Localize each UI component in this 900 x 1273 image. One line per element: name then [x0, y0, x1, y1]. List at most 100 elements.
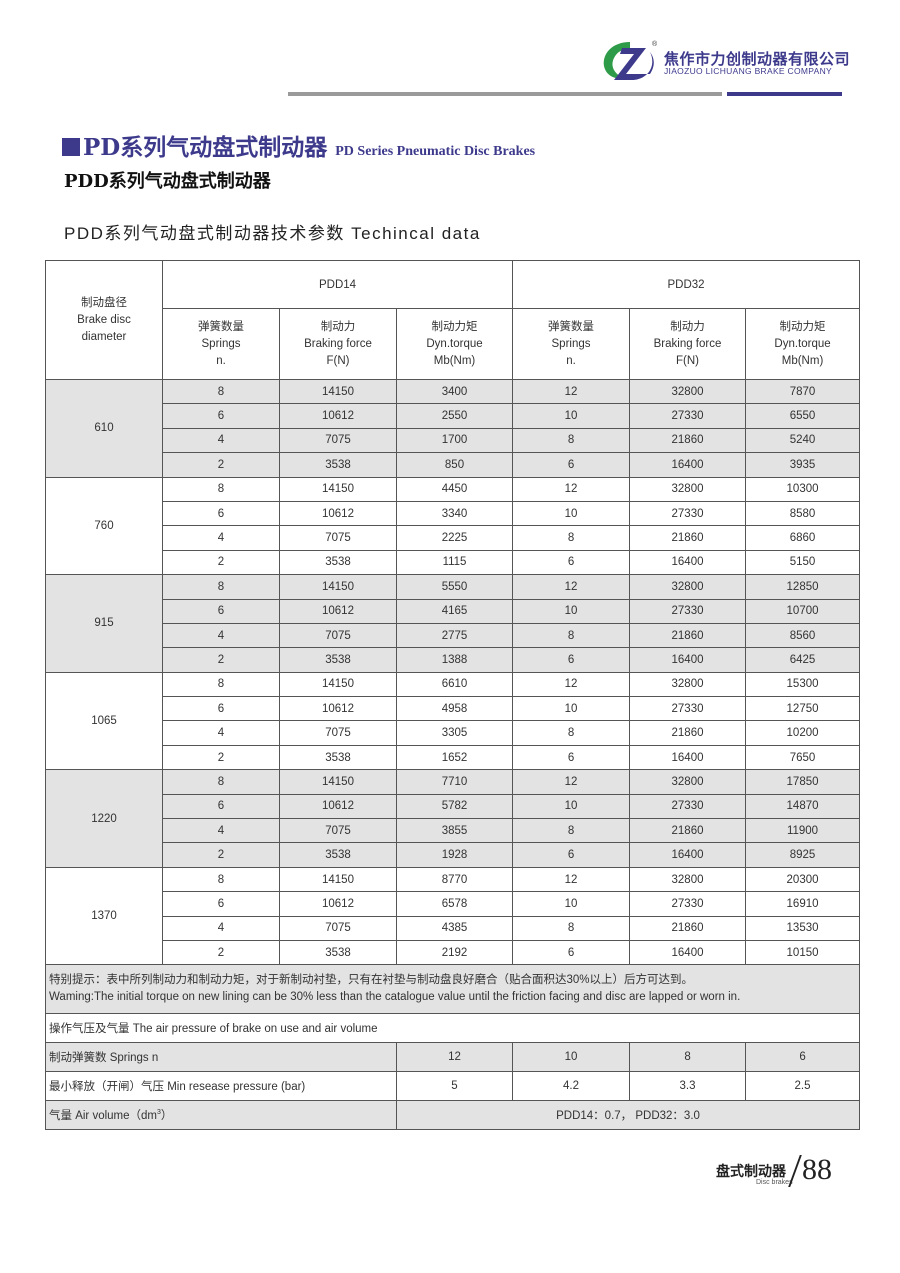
data-cell: 7075 [279, 622, 397, 649]
data-cell: 2 [162, 549, 280, 576]
data-cell: 11900 [745, 818, 861, 844]
data-cell: 4 [162, 818, 280, 844]
data-cell: 8 [512, 915, 631, 941]
footer-slash [788, 1155, 802, 1187]
table-row: 6 10612 2550 10 27330 6550 [46, 403, 861, 429]
square-bullet-icon [62, 138, 80, 156]
data-cell: 10612 [279, 500, 397, 527]
data-cell: 10612 [279, 891, 397, 917]
column-header: 制动力矩 Dyn.torque Mb(Nm) [745, 308, 861, 380]
data-cell: 16400 [629, 842, 747, 868]
data-cell: 4958 [395, 696, 514, 722]
logo-mark-icon: ® [603, 40, 658, 80]
pressure-value: 4.2 [512, 1071, 631, 1102]
data-cell: 2 [162, 939, 280, 966]
header-text: n. [216, 354, 226, 367]
data-cell: 16400 [629, 939, 747, 966]
data-cell: 4450 [395, 476, 514, 502]
data-cell: 32800 [629, 476, 747, 502]
data-cell: 3935 [745, 452, 861, 478]
label-text: 气量 Air volume（dm [49, 1110, 157, 1123]
pressure-value: 3.3 [629, 1071, 747, 1102]
data-cell: 32800 [629, 671, 747, 698]
table-row: 4 7075 3855 8 21860 11900 [46, 818, 861, 844]
data-cell: 32800 [629, 866, 747, 893]
table-row: 760 8 14150 4450 12 32800 10300 [45, 476, 861, 576]
data-cell: 27330 [629, 793, 747, 820]
data-cell: 4 [162, 427, 280, 454]
table-row: 4 7075 2225 8 21860 6860 [46, 525, 861, 551]
data-cell: 5150 [745, 549, 861, 576]
data-cell: 6578 [395, 891, 514, 917]
diameter-cell: 760 [45, 476, 163, 576]
data-cell: 6 [512, 549, 631, 576]
header-text: Springs [551, 337, 591, 350]
series-title-en: PD Series Pneumatic Disc Brakes [335, 144, 536, 159]
footer-section-cn: 盘式制动器 [716, 1163, 786, 1179]
springs-value: 10 [512, 1042, 631, 1073]
data-cell: 8770 [395, 866, 514, 893]
data-cell: 3538 [279, 744, 397, 771]
table-row: 2 3538 1115 6 16400 5150 [46, 549, 861, 576]
data-cell: 8 [162, 866, 280, 893]
data-cell: 7650 [745, 744, 861, 771]
data-cell: 7710 [395, 769, 514, 795]
diameter-header: 制动盘径 Brake disc diameter [45, 260, 163, 380]
table-row: 6 10612 4165 10 27330 10700 [46, 598, 861, 624]
data-cell: 8 [162, 671, 280, 698]
data-cell: 6 [162, 500, 280, 527]
diameter-cell: 610 [45, 379, 163, 478]
header-text: 弹簧数量 [548, 320, 595, 333]
data-cell: 1388 [395, 647, 514, 673]
data-cell: 3538 [279, 939, 397, 966]
data-cell: 8580 [745, 500, 861, 527]
data-cell: 2550 [395, 403, 514, 429]
data-cell: 12 [512, 476, 631, 502]
data-cell: 3340 [395, 500, 514, 527]
data-cell: 6 [162, 696, 280, 722]
data-cell: 2225 [395, 525, 514, 551]
data-cell: 3855 [395, 818, 514, 844]
data-cell: 10300 [745, 476, 861, 502]
air-volume-value: PDD14：0.7， PDD32：3.0 [395, 1100, 861, 1131]
data-cell: 6610 [395, 671, 514, 698]
column-header: 弹簧数量 Springs n. [512, 308, 631, 380]
diameter-cell: 1220 [45, 769, 163, 868]
header-text: Dyn.torque [426, 337, 483, 350]
data-cell: 2775 [395, 622, 514, 649]
data-cell: 17850 [745, 769, 861, 795]
data-cell: 6 [512, 452, 631, 478]
data-cell: 16910 [745, 891, 861, 917]
data-cell: 21860 [629, 525, 747, 551]
header-text: n. [566, 354, 576, 367]
table-row: 915 8 14150 5550 12 32800 12850 [45, 574, 861, 673]
data-cell: 21860 [629, 720, 747, 746]
diameter-cell: 1370 [45, 866, 163, 966]
header-divider-purple [727, 92, 842, 96]
data-cell: 5782 [395, 793, 514, 820]
pressure-value: 2.5 [745, 1071, 861, 1102]
data-cell: 8 [162, 378, 280, 405]
data-cell: 10612 [279, 403, 397, 429]
header-text: 制动力矩 [431, 320, 478, 333]
table-title: PDD系列气动盘式制动器技术参数 Techincal data [64, 224, 481, 243]
data-cell: 16400 [629, 744, 747, 771]
table-row: 2 3538 1652 6 16400 7650 [46, 744, 861, 771]
technical-data-table: 制动盘径 Brake disc diameter PDD14 PDD32 弹簧数… [44, 260, 861, 1131]
data-cell: 27330 [629, 891, 747, 917]
data-cell: 6 [512, 744, 631, 771]
label-text: ） [160, 1110, 173, 1123]
data-cell: 21860 [629, 427, 747, 454]
data-cell: 2 [162, 452, 280, 478]
data-cell: 4 [162, 622, 280, 649]
note-en: Waming:The initial torque on new lining … [49, 991, 741, 1004]
data-cell: 2 [162, 647, 280, 673]
data-cell: 21860 [629, 622, 747, 649]
data-cell: 10150 [745, 939, 861, 966]
data-cell: 6425 [745, 647, 861, 673]
data-cell: 12 [512, 378, 631, 405]
data-cell: 10612 [279, 793, 397, 820]
data-cell: 6 [512, 647, 631, 673]
springs-label: 制动弹簧数 Springs n [45, 1042, 397, 1073]
data-cell: 8560 [745, 622, 861, 649]
